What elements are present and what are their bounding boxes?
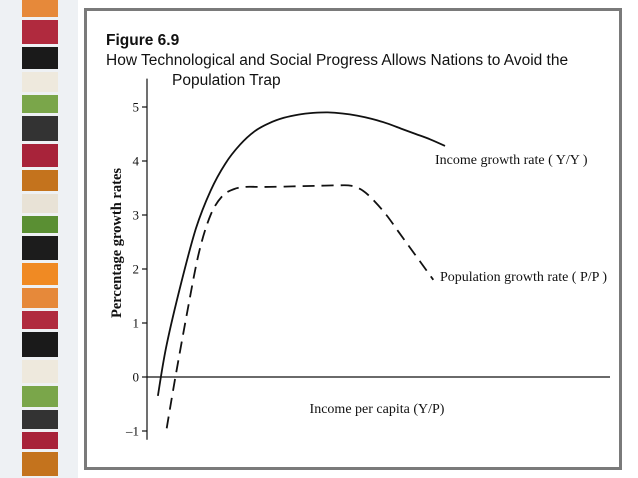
strip-block	[22, 0, 58, 17]
figure-title-line-1: How Technological and Social Progress Al…	[106, 52, 569, 69]
y-tick-label: 1	[133, 316, 140, 331]
strip-block	[22, 452, 58, 476]
y-tick-label: 4	[133, 154, 140, 169]
strip-block	[22, 236, 58, 260]
y-tick-label: 2	[133, 262, 140, 277]
strip-block	[22, 263, 58, 285]
y-tick-label: 3	[133, 208, 140, 223]
figure-title-line-2: Population Trap	[172, 72, 281, 89]
strip-block	[22, 47, 58, 69]
strip-block	[22, 20, 58, 44]
strip-block	[22, 360, 58, 383]
strip-block	[22, 170, 58, 191]
strip-block	[22, 95, 58, 113]
population-growth-label: Population growth rate ( P/P )	[440, 270, 607, 285]
strip-block	[22, 410, 58, 429]
figure-frame: Figure 6.9 How Technological and Social …	[84, 8, 622, 470]
strip-block	[22, 194, 58, 213]
strip-block	[22, 386, 58, 407]
strip-block	[22, 116, 58, 141]
income-growth-label: Income growth rate ( Y/Y )	[435, 153, 588, 168]
income-growth-curve	[157, 111, 446, 397]
chart-series-layer: Income growth rate ( Y/Y ) Population gro…	[157, 111, 607, 429]
strip-block	[22, 72, 58, 92]
y-axis-label: Percentage growth rates	[109, 168, 125, 318]
figure-title: Figure 6.9 How Technological and Social …	[106, 31, 606, 91]
strip-block	[22, 144, 58, 167]
chart-axes: –1 0 1 2 3 4 5	[125, 78, 610, 440]
strip-block	[22, 311, 58, 329]
figure-label: Figure 6.9	[106, 32, 180, 49]
strip-block	[22, 288, 58, 308]
strip-block	[22, 432, 58, 449]
strip-block	[22, 332, 58, 357]
strip-block	[22, 216, 58, 233]
decorative-color-strip	[0, 0, 78, 478]
y-tick-label: 0	[133, 370, 140, 385]
y-tick-label: –1	[125, 424, 139, 439]
y-tick-label: 5	[133, 100, 140, 115]
population-growth-curve	[165, 184, 435, 429]
x-axis-label: Income per capita (Y/P)	[310, 402, 445, 417]
